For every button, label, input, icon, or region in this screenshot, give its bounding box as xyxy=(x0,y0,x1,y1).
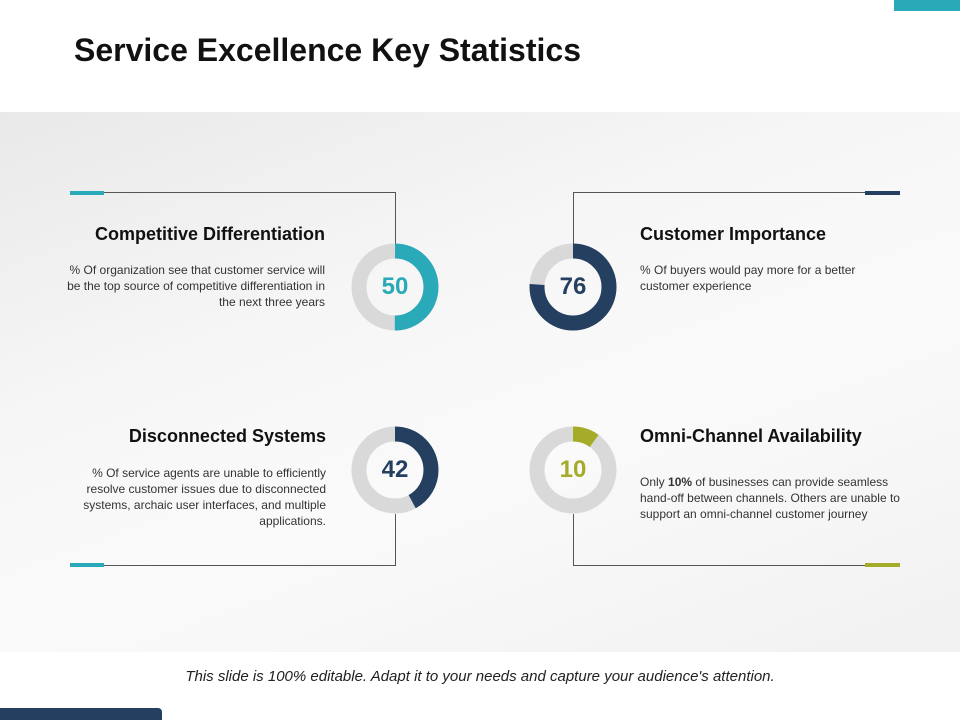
donut-chart-customer: 76 xyxy=(528,242,618,332)
connector-line xyxy=(573,565,900,566)
connector-line xyxy=(70,192,396,193)
connector-line xyxy=(70,565,396,566)
stat-value: 10 xyxy=(559,456,587,483)
page-title: Service Excellence Key Statistics xyxy=(74,32,581,68)
bottom-accent-bar xyxy=(0,708,162,720)
donut-chart-omni: 10 xyxy=(528,425,618,515)
donut-value-arc xyxy=(529,243,617,331)
stat-title: Omni-Channel Availability xyxy=(640,426,862,446)
donut-value-arc xyxy=(351,426,439,514)
connector-line xyxy=(395,192,396,244)
accent-bar xyxy=(70,191,104,195)
top-accent-bar xyxy=(894,0,960,11)
desc-text: of businesses can provide seamless hand-… xyxy=(640,475,900,521)
footer-note: This slide is 100% editable. Adapt it to… xyxy=(185,668,775,685)
stat-description: % Of organization see that customer serv… xyxy=(67,263,325,309)
stat-value: 42 xyxy=(381,456,409,483)
stat-description: % Of buyers would pay more for a better … xyxy=(640,263,856,293)
donut-chart-disconnected: 42 xyxy=(350,425,440,515)
connector-line xyxy=(573,514,574,566)
stat-value: 50 xyxy=(381,273,409,300)
stat-description: Only 10% of businesses can provide seaml… xyxy=(640,474,920,522)
donut-chart-competitive: 50 xyxy=(350,242,440,332)
connector-line xyxy=(573,192,900,193)
connector-line xyxy=(573,192,574,244)
stat-title: Customer Importance xyxy=(640,224,827,244)
connector-line xyxy=(395,514,396,566)
desc-text: Only xyxy=(640,475,669,489)
stat-title: Competitive Differentiation xyxy=(94,224,325,244)
stat-value: 76 xyxy=(559,273,587,300)
stat-description: % Of service agents are unable to effici… xyxy=(83,466,326,528)
donut-value-arc xyxy=(351,243,439,331)
accent-bar xyxy=(865,563,900,567)
stat-title: Disconnected Systems xyxy=(128,426,326,446)
desc-bold: 10% xyxy=(668,475,693,489)
accent-bar xyxy=(70,563,104,567)
donut-value-arc xyxy=(529,426,617,514)
background-image xyxy=(0,112,960,652)
accent-bar xyxy=(865,191,900,195)
